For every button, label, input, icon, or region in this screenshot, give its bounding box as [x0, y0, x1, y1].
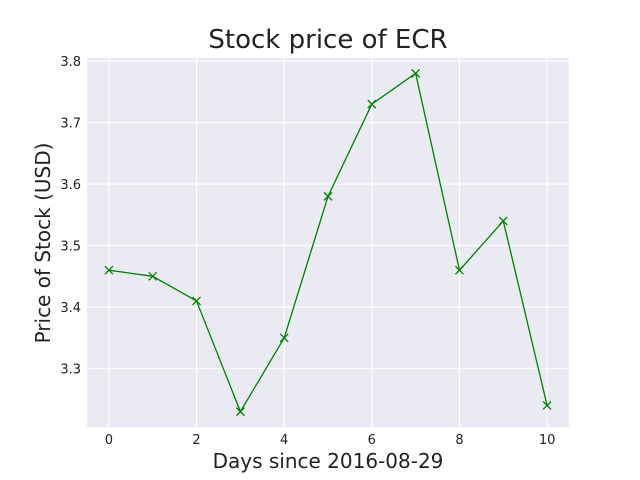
chart-title: Stock price of ECR: [208, 25, 447, 55]
y-tick-label: 3.3: [60, 363, 81, 378]
x-tick-label: 0: [105, 433, 113, 448]
y-axis-label: Price of Stock (USD): [31, 143, 55, 344]
data-point-marker: [367, 99, 377, 109]
x-tick-label: 6: [368, 433, 376, 448]
x-tick-label: 8: [455, 433, 463, 448]
y-tick-label: 3.7: [60, 117, 81, 132]
x-tick-label: 10: [539, 433, 556, 448]
data-point-marker: [454, 265, 464, 275]
data-point-marker: [104, 265, 114, 275]
data-point-marker: [323, 191, 333, 201]
data-point-marker: [498, 216, 508, 226]
x-tick-label: 4: [280, 433, 288, 448]
x-axis-label: Days since 2016-08-29: [213, 449, 444, 473]
y-tick-label: 3.8: [60, 55, 81, 70]
data-point-marker: [279, 333, 289, 343]
data-point-marker: [411, 68, 421, 78]
series: [104, 68, 552, 417]
grid: [87, 58, 569, 427]
data-point-marker: [148, 271, 158, 281]
y-tick-label: 3.6: [60, 178, 81, 193]
tick-labels: 0 2 4 6 8 10 3.3 3.4 3.5 3.6 3.7 3.8: [60, 55, 555, 448]
data-point-marker: [542, 401, 552, 410]
y-tick-label: 3.5: [60, 240, 81, 255]
data-point-marker: [192, 296, 202, 306]
data-point-marker: [235, 407, 245, 417]
plot-area: [87, 58, 569, 427]
x-tick-label: 2: [192, 433, 200, 448]
y-tick-label: 3.4: [60, 301, 81, 316]
